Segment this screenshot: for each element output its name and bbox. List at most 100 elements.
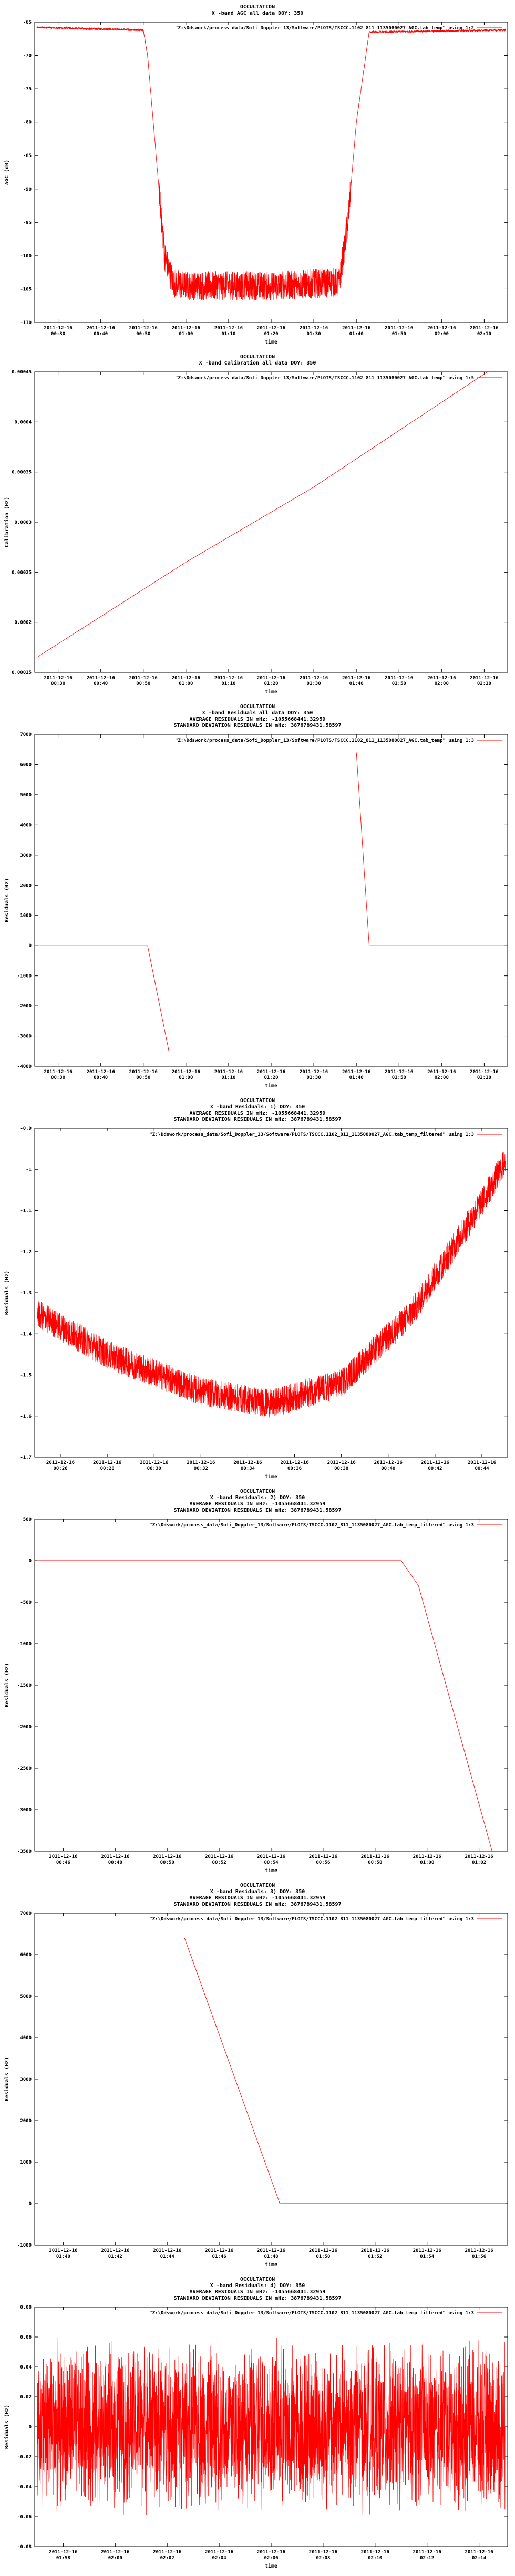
chart-subtitle: STANDARD DEVIATION RESIDUALS IN mHz: 387… (173, 2295, 341, 2301)
y-tick-label: -1 (26, 1167, 32, 1172)
x-tick-date: 2011-12-16 (140, 1460, 168, 1466)
y-tick-label: 0 (29, 2425, 32, 2430)
x-axis-label: time (265, 1867, 277, 1874)
x-axis-label: time (265, 1473, 277, 1480)
chart-panel-5: OCCULTATION X -band Residuals: 2) DOY: 35… (0, 1484, 515, 1878)
y-tick-label: 0.08 (20, 2305, 32, 2310)
x-tick-time: 02:00 (435, 681, 449, 687)
x-tick-time: 00:52 (212, 1860, 226, 1865)
x-tick-time: 01:48 (264, 2254, 278, 2259)
y-tick-label: -90 (23, 187, 32, 192)
x-tick-time: 01:54 (420, 2254, 435, 2259)
chart-subtitle: AVERAGE RESIDUALS IN mHz: -1055668441.32… (190, 1110, 326, 1116)
x-tick-time: 02:00 (435, 331, 449, 337)
x-tick-date: 2011-12-16 (413, 1854, 441, 1860)
y-tick-label: -0.9 (20, 1126, 32, 1131)
x-tick-date: 2011-12-16 (361, 2550, 389, 2555)
series-line-1 (37, 2338, 506, 2516)
x-axis-label: time (265, 1083, 277, 1089)
plot-frame (34, 1913, 508, 2246)
x-tick-date: 2011-12-16 (257, 2248, 285, 2253)
x-tick-time: 02:14 (472, 2556, 487, 2561)
x-tick-time: 00:50 (136, 681, 150, 687)
x-tick-time: 00:40 (94, 331, 108, 337)
series-line-1 (37, 1560, 492, 1851)
x-tick-time: 00:30 (51, 681, 65, 687)
y-tick-label: 0.0003 (14, 520, 32, 525)
y-tick-label: 1000 (20, 913, 32, 919)
x-tick-time: 02:00 (435, 1075, 449, 1081)
y-axis-label: Residuals (Hz) (4, 2057, 10, 2101)
y-tick-label: 0 (29, 1559, 32, 1564)
x-tick-date: 2011-12-16 (385, 1069, 413, 1075)
chart-subtitle: X -band Residuals: 3) DOY: 350 (210, 1888, 305, 1895)
chart-subtitle: STANDARD DEVIATION RESIDUALS IN mHz: 387… (173, 1902, 341, 1907)
x-tick-date: 2011-12-16 (342, 676, 370, 681)
series-line-1 (36, 372, 488, 658)
x-tick-time: 01:00 (179, 681, 193, 687)
x-tick-time: 00:50 (136, 1075, 150, 1081)
x-tick-date: 2011-12-16 (214, 676, 243, 681)
x-tick-time: 00:54 (264, 1860, 279, 1865)
chart-title: OCCULTATION (240, 1489, 275, 1494)
x-tick-date: 2011-12-16 (427, 1069, 456, 1075)
x-tick-time: 00:56 (316, 1860, 330, 1865)
chart-subtitle: STANDARD DEVIATION RESIDUALS IN mHz: 387… (173, 723, 341, 729)
x-tick-time: 01:20 (264, 1075, 278, 1081)
x-tick-time: 00:40 (94, 681, 108, 687)
y-tick-label: 0.04 (20, 2365, 32, 2370)
chart-subtitle: AVERAGE RESIDUALS IN mHz: -1055668441.32… (190, 2289, 326, 2295)
y-tick-label: 3000 (20, 2077, 32, 2082)
y-tick-label: 0.00015 (12, 670, 32, 676)
y-tick-label: 0.00025 (12, 570, 32, 575)
chart-panel-1: OCCULTATION X -band AGC all data DOY: 350… (0, 0, 515, 350)
y-tick-label: 3000 (20, 853, 32, 858)
plot-frame (34, 371, 508, 673)
legend-label: "Z:\Ddswork/process_data/Sofi_Doppler_13… (149, 2310, 474, 2316)
x-tick-date: 2011-12-16 (361, 2248, 389, 2253)
x-tick-time: 01:30 (307, 1075, 321, 1081)
x-tick-date: 2011-12-16 (257, 676, 285, 681)
x-tick-date: 2011-12-16 (87, 1069, 115, 1075)
x-tick-time: 01:20 (264, 681, 278, 687)
y-tick-label: -1000 (17, 1642, 32, 1647)
x-tick-time: 00:32 (194, 1466, 208, 1471)
chart-subtitle: X -band AGC all data DOY: 350 (212, 11, 304, 16)
y-tick-label: -1.5 (20, 1373, 32, 1378)
x-tick-date: 2011-12-16 (257, 326, 285, 331)
x-tick-date: 2011-12-16 (421, 1460, 449, 1466)
x-tick-date: 2011-12-16 (87, 326, 115, 331)
x-tick-time: 00:30 (147, 1466, 161, 1471)
x-tick-time: 02:02 (160, 2556, 174, 2561)
x-tick-date: 2011-12-16 (233, 1460, 262, 1466)
chart-title: OCCULTATION (240, 704, 275, 710)
y-tick-label: -1.7 (20, 1455, 32, 1460)
y-tick-label: 6000 (20, 762, 32, 767)
y-tick-label: -0.02 (17, 2455, 32, 2460)
y-tick-label: 0 (29, 943, 32, 949)
y-tick-label: -1.3 (20, 1291, 32, 1296)
plot-frame (34, 22, 508, 323)
x-tick-date: 2011-12-16 (257, 1854, 285, 1860)
y-tick-label: -4000 (17, 1064, 32, 1069)
x-tick-time: 00:50 (160, 1860, 174, 1865)
chart-subtitle: STANDARD DEVIATION RESIDUALS IN mHz: 387… (173, 1508, 341, 1513)
x-tick-time: 00:50 (136, 331, 150, 337)
x-tick-time: 01:50 (392, 1075, 406, 1081)
x-tick-date: 2011-12-16 (309, 1854, 337, 1860)
x-tick-date: 2011-12-16 (280, 1460, 308, 1466)
legend-label: "Z:\Ddswork/process_data/Sofi_Doppler_13… (175, 25, 474, 31)
y-tick-label: -75 (23, 87, 32, 92)
y-tick-label: 4000 (20, 823, 32, 828)
y-tick-label: -100 (20, 254, 32, 259)
y-axis-label: Calibration (Hz) (4, 497, 10, 547)
x-tick-date: 2011-12-16 (49, 2248, 77, 2253)
y-tick-label: -1.4 (20, 1332, 32, 1337)
y-tick-label: -1000 (17, 2243, 32, 2248)
chart-panel-2: OCCULTATION X -band Calibration all data … (0, 350, 515, 700)
chart-subtitle: X -band Residuals: 2) DOY: 350 (210, 1494, 305, 1501)
x-tick-date: 2011-12-16 (172, 676, 200, 681)
